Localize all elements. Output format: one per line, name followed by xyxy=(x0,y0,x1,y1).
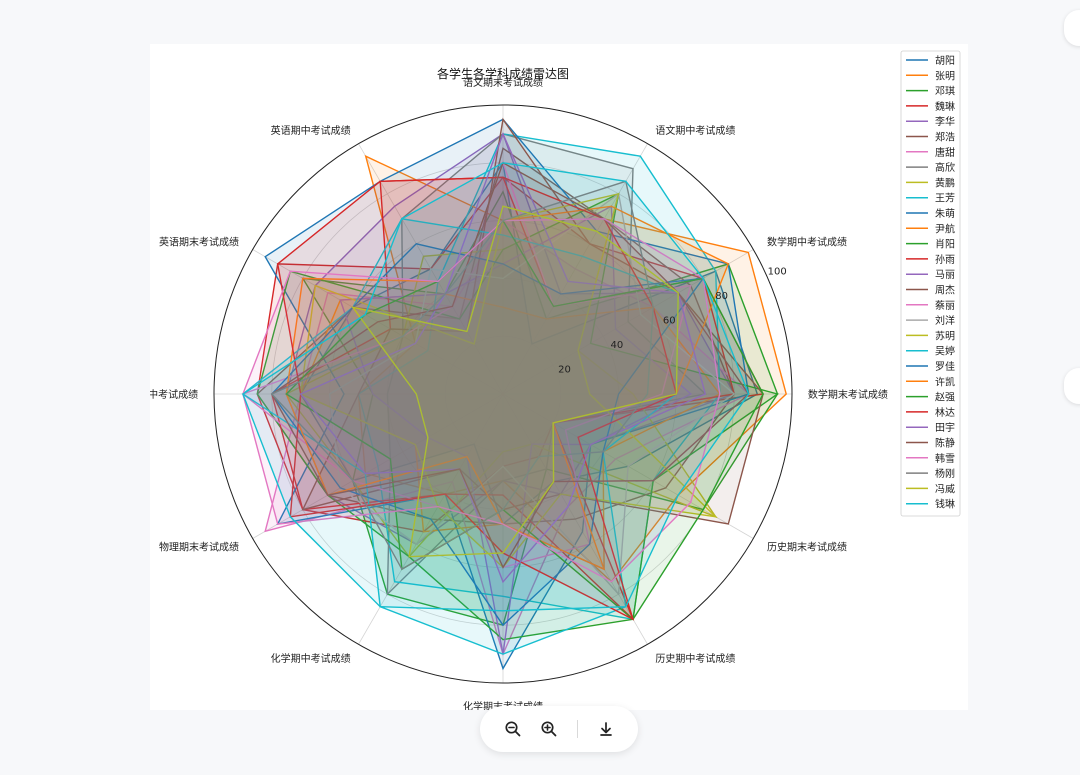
radial-tick-label: 100 xyxy=(768,267,787,278)
download-icon xyxy=(599,722,612,736)
axis-label: 语文期末考试成绩 xyxy=(463,76,543,89)
axis-label: 历史期中考试成绩 xyxy=(655,652,735,665)
axis-label: 英语期末考试成绩 xyxy=(159,236,239,249)
legend: 胡阳张明邓琪魏琳李华郑浩唐甜高欣黄鹏王芳朱萌尹航肖阳孙雨马丽周杰蔡丽刘洋苏明吴婷… xyxy=(900,50,961,517)
legend-label: 郑浩 xyxy=(935,131,955,144)
series-area-5 xyxy=(286,133,735,545)
legend-label: 邓琪 xyxy=(935,85,955,98)
legend-label: 李华 xyxy=(935,115,955,128)
axis-labels: 20 40 60 80 100 语文期末考试成绩语文期中考试成绩数学期中考试成绩数学期末考… xyxy=(150,76,888,710)
axis-label: 历史期末考试成绩 xyxy=(767,540,847,553)
series-area-18 xyxy=(329,193,735,595)
radial-tick-label: 60 xyxy=(663,316,676,327)
legend-label: 苏明 xyxy=(935,329,955,342)
zoom-out-icon xyxy=(504,721,520,737)
next-image-button[interactable] xyxy=(1064,368,1080,404)
axis-label: 数学期中考试成绩 xyxy=(767,236,847,249)
legend-label: 张明 xyxy=(935,70,955,82)
series-area-7 xyxy=(265,220,749,655)
series-area-29 xyxy=(352,206,679,557)
legend-label: 高欣 xyxy=(935,161,955,174)
series-area-4 xyxy=(257,177,764,532)
legend-label: 肖阳 xyxy=(935,238,955,251)
zoom-in-icon xyxy=(540,721,556,737)
legend-label: 周杰 xyxy=(935,285,955,297)
series-area-30 xyxy=(242,162,749,611)
axis-label: 化学期中考试成绩 xyxy=(271,652,351,665)
series-area-14 xyxy=(271,177,735,620)
legend-label: 罗佳 xyxy=(935,360,955,373)
series-area-25 xyxy=(300,133,706,582)
series-line-28 xyxy=(270,180,654,571)
axis-label: 物理期末考试成绩 xyxy=(159,540,239,553)
polar-frame xyxy=(213,104,793,684)
series-area-12 xyxy=(300,293,720,570)
radar-series xyxy=(241,117,787,671)
legend-label: 蔡丽 xyxy=(935,299,955,312)
radar-chart: 各学生各学科成绩雷达图 20 40 60 80 100 语文期末考试成绩语文期中考试成绩数… xyxy=(150,50,961,710)
series-area-13 xyxy=(257,193,778,640)
axis-label: 化学期末考试成绩 xyxy=(463,700,543,710)
toolbar-divider xyxy=(576,720,578,738)
download-button[interactable] xyxy=(588,711,624,747)
legend-label: 唐甜 xyxy=(935,146,955,159)
legend-label: 胡阳 xyxy=(935,54,955,67)
legend-label: 魏琳 xyxy=(935,100,955,113)
legend-label: 冯威 xyxy=(935,482,955,495)
axis-label: 物理期中考试成绩 xyxy=(150,388,198,401)
series-area-28 xyxy=(271,181,654,570)
series-line-10 xyxy=(357,133,721,621)
series-area-16 xyxy=(302,119,764,525)
series-area-15 xyxy=(340,206,691,655)
chart-title: 各学生各学科成绩雷达图 xyxy=(437,66,569,81)
legend-label: 黄鹏 xyxy=(935,176,955,189)
legend-label: 马丽 xyxy=(935,269,955,281)
series-line-29 xyxy=(351,205,679,558)
legend-label: 陈静 xyxy=(935,437,955,450)
legend-label: 许凯 xyxy=(935,375,955,388)
axis-label: 语文期中考试成绩 xyxy=(655,124,735,137)
series-area-6 xyxy=(257,148,735,525)
side-panel-button[interactable] xyxy=(1064,10,1080,46)
legend-label: 韩雪 xyxy=(935,452,955,465)
series-area-26 xyxy=(271,162,749,568)
axis-label: 英语期中考试成绩 xyxy=(271,124,351,137)
image-toolbar xyxy=(480,706,638,752)
series-area-22 xyxy=(286,206,729,570)
series-line-30 xyxy=(242,162,750,612)
series-area-21 xyxy=(271,243,704,626)
legend-label: 吴婷 xyxy=(935,345,955,358)
legend-label: 赵强 xyxy=(935,391,955,404)
zoom-out-button[interactable] xyxy=(495,711,531,747)
legend-label: 朱萌 xyxy=(935,207,955,220)
legend-label: 尹航 xyxy=(935,222,955,235)
legend-label: 钱琳 xyxy=(935,498,955,511)
legend-label: 田宇 xyxy=(935,421,955,434)
image-viewer: 各学生各学科成绩雷达图 20 40 60 80 100 语文期末考试成绩语文期中考试成绩数… xyxy=(150,44,968,710)
radial-tick-label: 20 xyxy=(558,364,571,375)
legend-label: 刘洋 xyxy=(935,314,955,327)
series-area-23 xyxy=(286,220,764,620)
series-area-24 xyxy=(277,177,677,620)
axis-label: 数学期末考试成绩 xyxy=(808,388,888,401)
legend-label: 孙雨 xyxy=(935,253,955,266)
legend-label: 林达 xyxy=(935,406,955,419)
radial-tick-label: 80 xyxy=(715,291,728,302)
series-area-8 xyxy=(387,133,706,595)
zoom-in-button[interactable] xyxy=(531,711,567,747)
legend-label: 杨刚 xyxy=(935,467,955,480)
series-area-1 xyxy=(300,162,758,525)
radial-tick-label: 40 xyxy=(611,340,624,351)
series-area-19 xyxy=(300,193,716,568)
legend-label: 王芳 xyxy=(935,192,955,205)
series-area-9 xyxy=(286,193,716,557)
